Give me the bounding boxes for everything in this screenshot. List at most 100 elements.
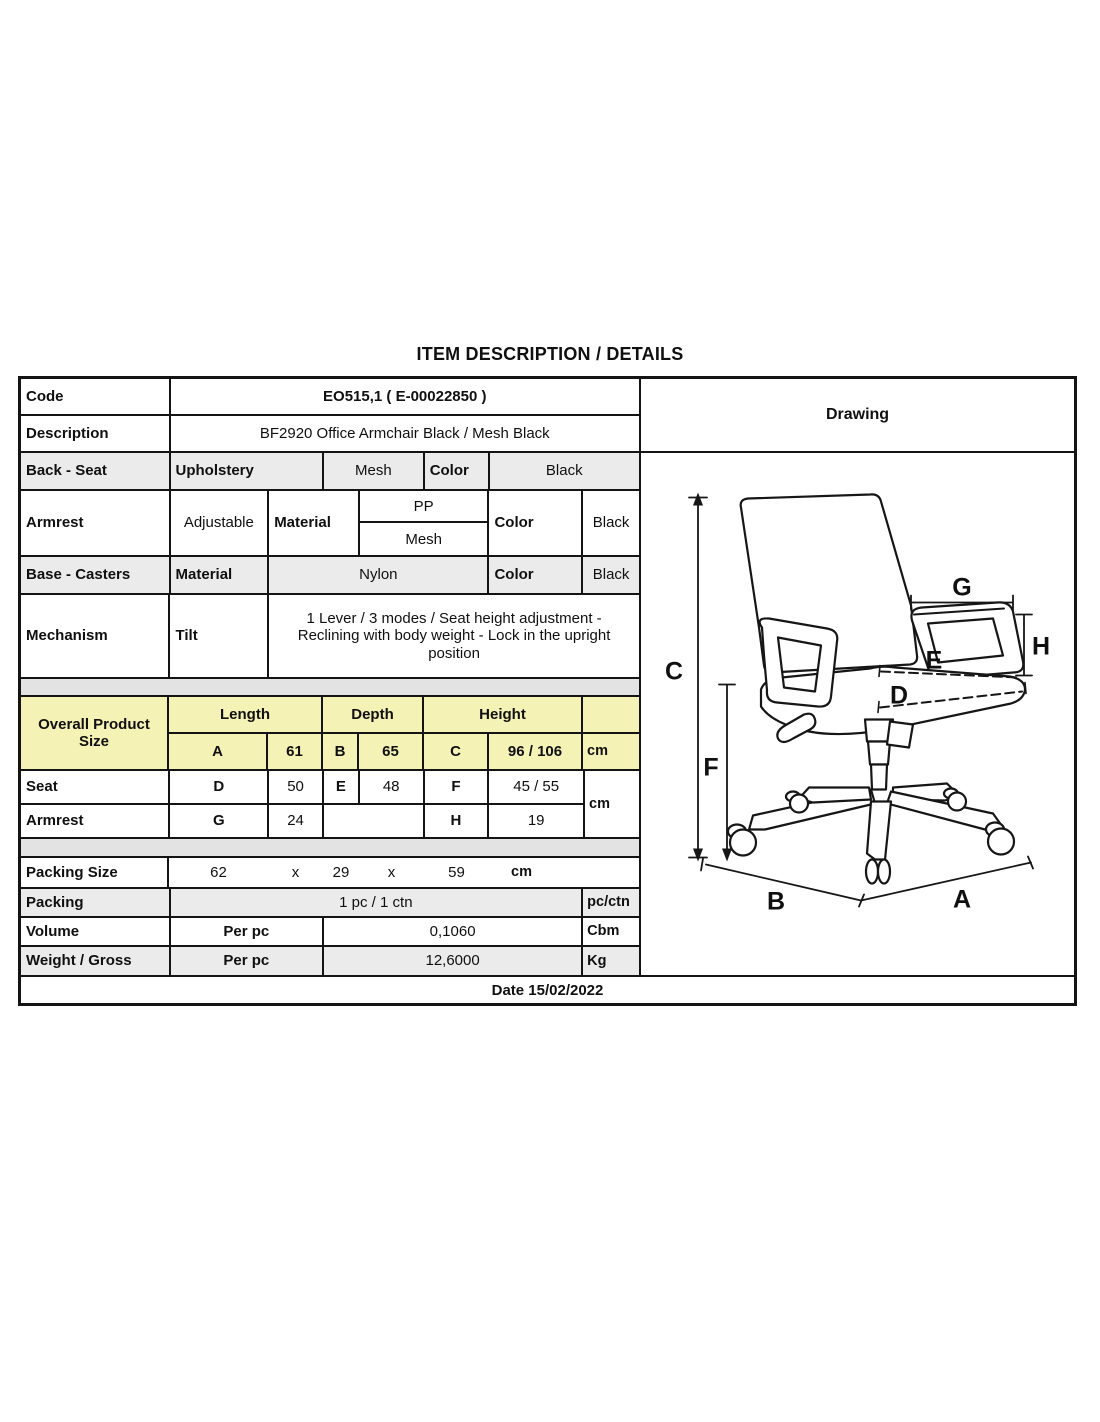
packing-size-v3: 59 xyxy=(448,863,465,881)
dim-label-f: F xyxy=(703,754,718,782)
description-value: BF2920 Office Armchair Black / Mesh Blac… xyxy=(259,424,550,442)
back-seat-label: Back - Seat xyxy=(21,453,171,489)
dim-b-key: B xyxy=(323,734,359,769)
base-casters-label: Base - Casters xyxy=(21,557,171,593)
packing-size-value: 62 x 29 x 59 cm xyxy=(169,858,639,887)
dim-label-a: A xyxy=(953,886,971,914)
weight-per: Per pc xyxy=(171,947,325,975)
chair-gas-cylinder xyxy=(863,718,915,791)
overall-size-label: Overall Product Size xyxy=(21,697,169,769)
row-base-casters: Base - Casters Material Nylon Color Blac… xyxy=(21,557,639,595)
packing-size-v1: 62 xyxy=(210,863,227,881)
base-casters-material-label: Material xyxy=(171,557,270,593)
base-casters-color-value: Black xyxy=(592,566,630,584)
mechanism-label: Mechanism xyxy=(21,595,171,677)
col-height: Height xyxy=(424,697,583,732)
mechanism-type: Tilt xyxy=(170,595,270,677)
row-armrest: Armrest Adjustable Material PP Mesh Colo… xyxy=(21,491,639,557)
armrest-material-value-2: Mesh xyxy=(405,530,443,548)
code-label: Code xyxy=(21,379,171,414)
col-blank xyxy=(583,697,639,732)
spec-table-left: Code EO515,1 ( E-00022850 ) Description … xyxy=(21,379,641,975)
dim-c-value: 96 / 106 xyxy=(489,734,583,769)
armrest-type: Adjustable xyxy=(171,491,270,555)
spacer-row xyxy=(21,839,639,858)
packing-label: Packing xyxy=(21,889,171,916)
armrest-label: Armrest xyxy=(21,491,171,555)
volume-unit: Cbm xyxy=(587,923,620,940)
armrest-material-values: PP Mesh xyxy=(359,491,490,555)
seat-armrest-grid: Seat D 50 E 48 F 45 / 55 Armrest G 24 H xyxy=(21,771,585,837)
row-mechanism: Mechanism Tilt 1 Lever / 3 modes / Seat … xyxy=(21,595,639,679)
back-seat-upholstery-label: Upholstery xyxy=(171,453,325,489)
row-weight-gross: Weight / Gross Per pc 12,6000 Kg xyxy=(21,947,639,975)
row-seat-dims: Seat D 50 E 48 F 45 / 55 xyxy=(21,771,583,805)
row-volume: Volume Per pc 0,1060 Cbm xyxy=(21,918,639,947)
dim-c-key: C xyxy=(424,734,489,769)
volume-per: Per pc xyxy=(171,918,325,945)
dim-h-key: H xyxy=(425,805,490,837)
dim-f-value: 45 / 55 xyxy=(513,778,560,796)
base-casters-color-label: Color xyxy=(489,557,584,593)
packing-value: 1 pc / 1 ctn xyxy=(171,889,584,916)
spec-table: Code EO515,1 ( E-00022850 ) Description … xyxy=(18,376,1077,1006)
overall-size-grid: Length Depth Height A 61 B 65 C 96 / 106… xyxy=(169,697,639,769)
back-seat-color-label: Color xyxy=(425,453,490,489)
dim-g-value: 24 xyxy=(269,805,324,837)
packing-size-x2: x xyxy=(387,863,396,881)
armrest-dims-label: Armrest xyxy=(21,805,171,837)
base-casters-material-value: Nylon xyxy=(269,557,490,593)
date-row: Date 15/02/2022 xyxy=(21,975,1074,1003)
packing-size-unit: cm xyxy=(511,864,532,881)
overall-size-unit: cm xyxy=(587,743,608,760)
armrest-material-label: Material xyxy=(269,491,360,555)
dim-label-h: H xyxy=(1032,633,1050,661)
packing-size-v2: 29 xyxy=(332,863,350,881)
dim-e-key: E xyxy=(324,771,360,803)
dim-b-value: 65 xyxy=(359,734,424,769)
volume-value: 0,1060 xyxy=(324,918,584,945)
dim-a-value: 61 xyxy=(268,734,323,769)
row-overall-size: Overall Product Size Length Depth Height… xyxy=(21,697,639,771)
armrest-color-label: Color xyxy=(489,491,584,555)
description-label: Description xyxy=(21,416,171,451)
dim-a-key: A xyxy=(169,734,268,769)
weight-unit: Kg xyxy=(587,952,607,969)
code-value: EO515,1 ( E-00022850 ) xyxy=(323,387,487,405)
dim-g-key: G xyxy=(170,805,270,837)
chair-armrest-left xyxy=(758,617,839,708)
volume-label: Volume xyxy=(21,918,171,945)
dim-label-e: E xyxy=(926,647,943,675)
dimension-arrows xyxy=(693,492,732,862)
dim-d-key: D xyxy=(170,771,270,803)
seat-armrest-unit: cm xyxy=(589,795,610,812)
dim-f-key: F xyxy=(425,771,490,803)
packing-size-label: Packing Size xyxy=(21,858,169,887)
seat-label: Seat xyxy=(21,771,171,803)
row-code: Code EO515,1 ( E-00022850 ) xyxy=(21,379,639,416)
dim-label-d: D xyxy=(890,682,908,710)
drawing-header: Drawing xyxy=(641,379,1074,453)
back-seat-upholstery-value: Mesh xyxy=(324,453,425,489)
dim-d-value: 50 xyxy=(269,771,324,803)
date-value: Date 15/02/2022 xyxy=(491,981,604,999)
dim-label-b: B xyxy=(767,888,785,916)
dim-blank-cell xyxy=(324,805,425,837)
overall-size-values-row: A 61 B 65 C 96 / 106 cm xyxy=(169,734,639,769)
weight-label: Weight / Gross xyxy=(21,947,171,975)
row-armrest-dims: Armrest G 24 H 19 xyxy=(21,805,583,837)
armrest-material-value-1: PP xyxy=(359,491,488,523)
row-description: Description BF2920 Office Armchair Black… xyxy=(21,416,639,453)
packing-size-x1: x xyxy=(291,863,300,881)
dim-h-value: 19 xyxy=(527,812,545,830)
drawing-area: C F G H E D B A xyxy=(641,453,1074,975)
dim-label-c: C xyxy=(665,658,683,686)
drawing-panel: Drawing xyxy=(641,379,1074,975)
row-back-seat: Back - Seat Upholstery Mesh Color Black xyxy=(21,453,639,491)
armrest-color-value: Black xyxy=(592,514,630,532)
mechanism-value: 1 Lever / 3 modes / Seat height adjustme… xyxy=(297,610,611,662)
packing-unit: pc/ctn xyxy=(587,894,630,911)
col-length: Length xyxy=(169,697,323,732)
overall-size-header-row: Length Depth Height xyxy=(169,697,639,734)
